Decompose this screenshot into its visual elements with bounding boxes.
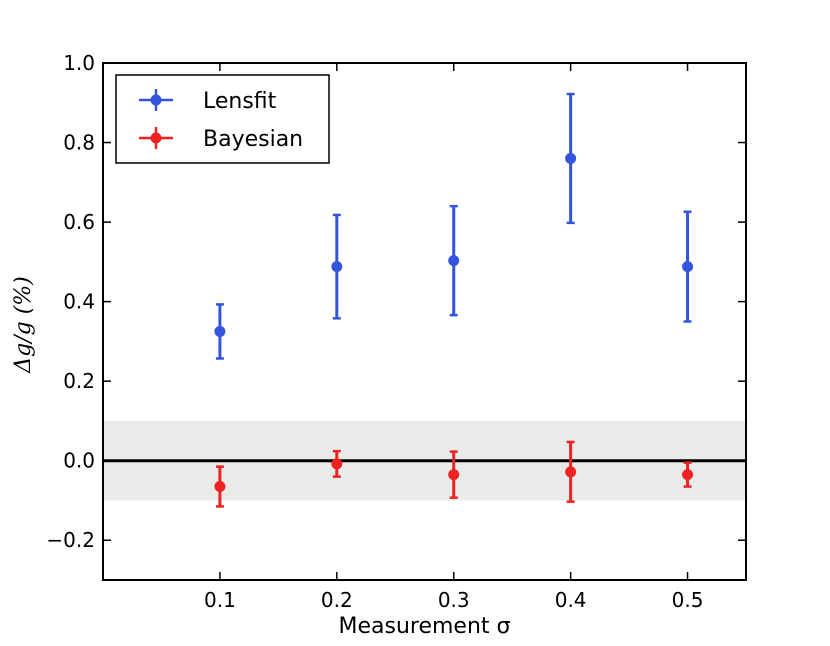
y-tick-label: −0.2	[46, 528, 95, 552]
x-tick-label: 0.4	[555, 588, 587, 612]
bayesian-point	[448, 469, 460, 481]
y-tick-label: 0.6	[63, 210, 95, 234]
y-tick-label: 0.0	[63, 449, 95, 473]
x-tick-label: 0.2	[321, 588, 353, 612]
y-tick-label: 0.2	[63, 369, 95, 393]
legend-label-lensfit: Lensfit	[203, 89, 277, 114]
lensfit-point	[448, 255, 460, 267]
legend-label-bayesian: Bayesian	[203, 127, 303, 152]
bayesian-point	[565, 466, 577, 478]
bayesian-point	[682, 469, 694, 481]
x-tick-label: 0.3	[438, 588, 470, 612]
bayesian-legend-marker	[150, 132, 162, 144]
x-axis-label: Measurement σ	[339, 614, 511, 639]
lensfit-point	[682, 261, 694, 273]
x-axis: 0.1 0.2 0.3 0.4 0.5	[204, 63, 703, 612]
y-tick-label: 0.4	[63, 290, 95, 314]
y-axis: −0.2 0.0 0.2 0.4 0.6 0.8 1.0	[46, 51, 746, 552]
plot-frame	[102, 62, 747, 581]
legend-box	[115, 74, 330, 164]
bayesian-point	[214, 481, 226, 493]
bayesian-point	[331, 458, 343, 470]
y-tick-label: 0.8	[63, 131, 95, 155]
lensfit-legend-marker	[150, 94, 162, 106]
x-tick-label: 0.5	[672, 588, 704, 612]
legend: Lensfit Bayesian	[115, 74, 330, 164]
lensfit-point	[331, 261, 343, 273]
y-tick-label: 1.0	[63, 51, 95, 75]
x-tick-label: 0.1	[204, 588, 236, 612]
data-marks	[214, 92, 694, 508]
lensfit-point	[214, 325, 226, 337]
lensfit-point	[565, 152, 577, 164]
y-axis-label: Δg/g (%)	[11, 276, 36, 374]
